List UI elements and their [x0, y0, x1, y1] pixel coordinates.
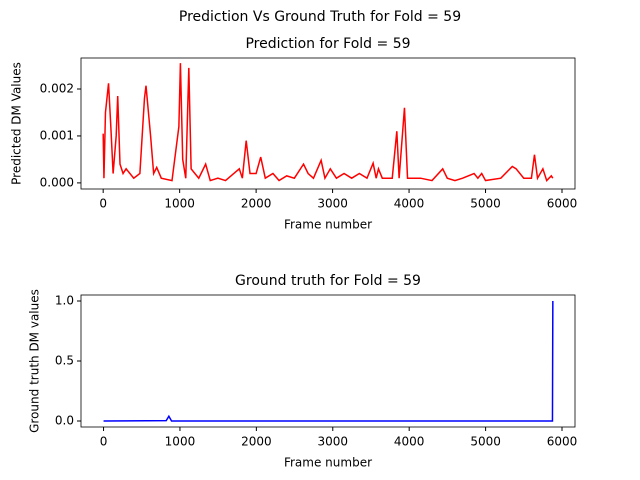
x-tick-label: 3000 — [317, 197, 348, 211]
y-tick-label: 0.002 — [40, 81, 74, 95]
x-tick-label: 2000 — [241, 435, 272, 449]
x-tick-label: 0 — [100, 435, 108, 449]
x-tick-label: 0 — [99, 197, 107, 211]
x-tick-label: 6000 — [547, 435, 578, 449]
x-tick-label: 4000 — [394, 197, 425, 211]
x-tick-label: 1000 — [165, 435, 196, 449]
x-tick-label: 5000 — [470, 197, 501, 211]
y-tick-label: 0.000 — [40, 175, 74, 189]
figure-title: Prediction Vs Ground Truth for Fold = 59 — [179, 9, 461, 25]
x-axis-label: Frame number — [284, 218, 372, 232]
subplot-title: Prediction for Fold = 59 — [245, 36, 410, 52]
axes-frame — [80, 294, 576, 428]
x-tick-label: 3000 — [318, 435, 349, 449]
data-line — [103, 300, 554, 422]
subplot-title: Ground truth for Fold = 59 — [235, 273, 421, 289]
y-tick-label: 0.0 — [55, 414, 74, 428]
y-axis-label: Predicted DM Values — [10, 62, 24, 185]
y-axis-label: Ground truth DM values — [28, 289, 42, 433]
y-tick-label: 0.5 — [55, 354, 74, 368]
x-axis-label: Frame number — [284, 456, 372, 470]
x-tick-label: 2000 — [241, 197, 272, 211]
x-tick-label: 5000 — [470, 435, 501, 449]
x-tick-label: 1000 — [164, 197, 195, 211]
y-tick-label: 0.001 — [40, 128, 74, 142]
x-tick-label: 6000 — [547, 197, 578, 211]
y-tick-label: 1.0 — [55, 294, 74, 308]
data-line — [102, 63, 554, 182]
x-tick-label: 4000 — [394, 435, 425, 449]
axes-frame — [80, 57, 576, 190]
